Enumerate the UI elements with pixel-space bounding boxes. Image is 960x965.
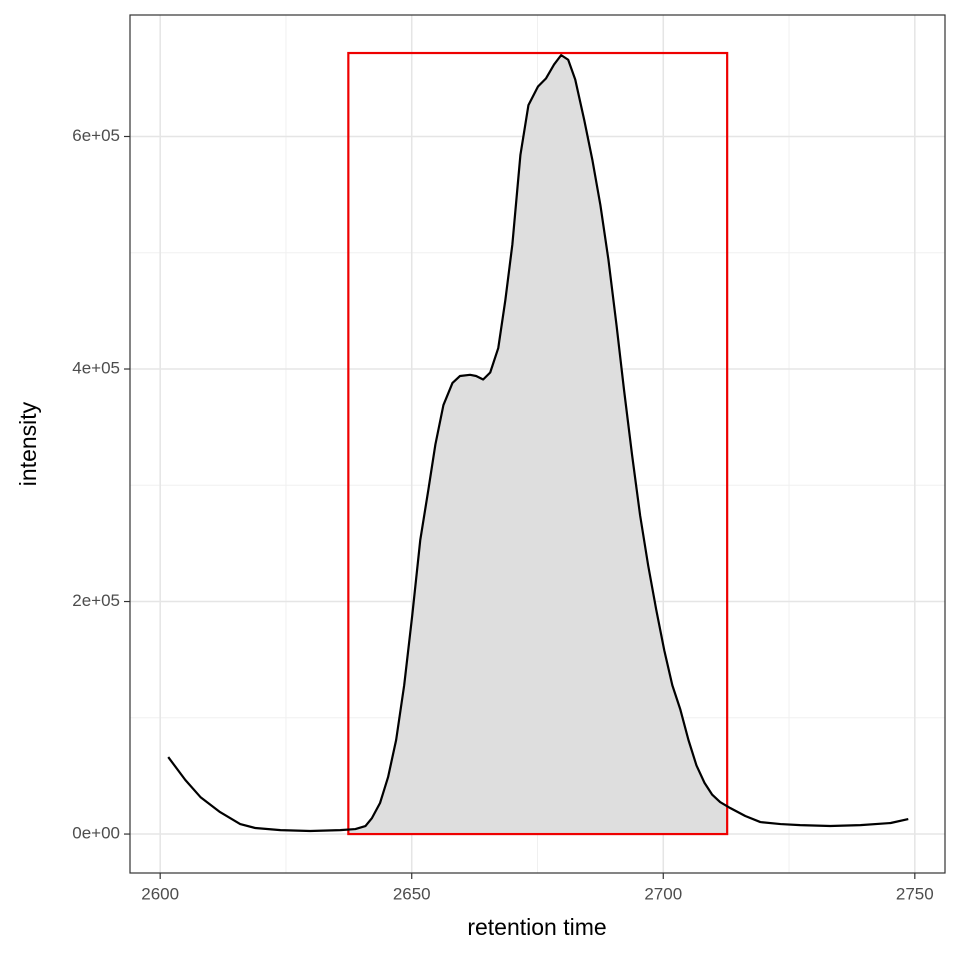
- y-tick-label: 0e+00: [72, 824, 120, 843]
- x-axis-title: retention time: [467, 914, 606, 940]
- integration-window: [347, 51, 729, 836]
- panel-border: [129, 14, 946, 874]
- x-tick-label: 2750: [896, 884, 934, 903]
- x-tick-label: 2700: [644, 884, 682, 903]
- peak-area: [348, 55, 728, 835]
- x-tick-label: 2650: [393, 884, 431, 903]
- y-axis-title: intensity: [15, 401, 41, 486]
- y-tick-label: 4e+05: [72, 358, 120, 377]
- chromatogram-line: [167, 54, 909, 833]
- x-tick-label: 2600: [141, 884, 179, 903]
- y-tick-label: 6e+05: [72, 126, 120, 145]
- y-tick-label: 2e+05: [72, 591, 120, 610]
